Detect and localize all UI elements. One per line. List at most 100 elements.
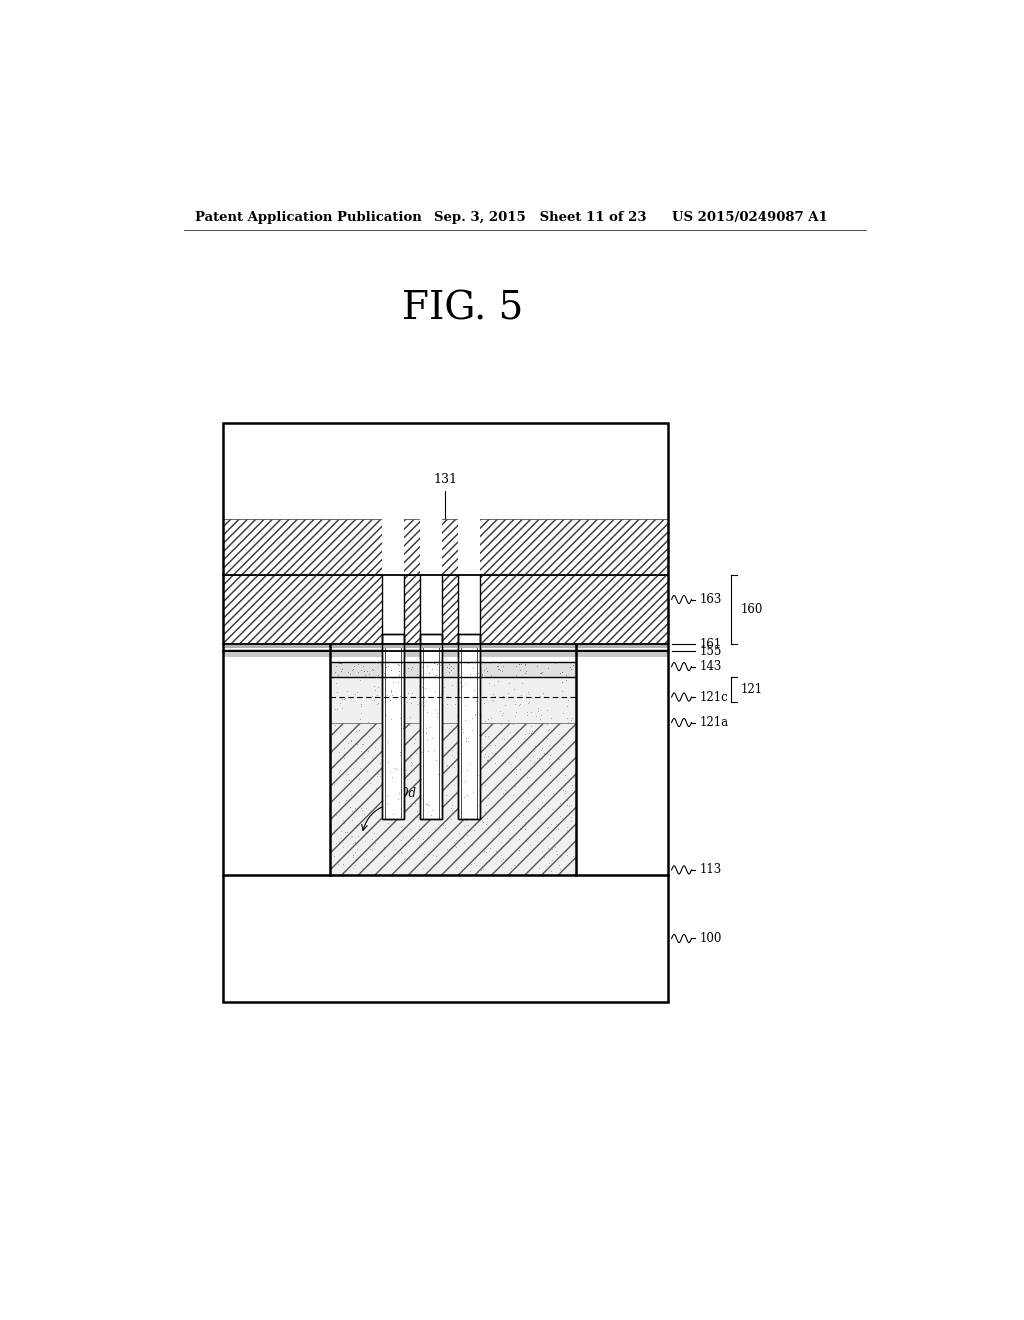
Point [477,744,494,766]
Point [392,685,409,706]
Point [558,664,574,685]
Point [364,828,380,849]
Point [353,797,370,818]
Point [495,705,511,726]
Point [343,730,359,751]
Point [565,655,582,676]
Point [330,664,346,685]
Point [562,656,579,677]
Point [495,783,511,804]
Point [507,706,523,727]
Point [414,677,430,698]
Point [445,775,462,796]
Bar [331,677,577,722]
Point [328,698,344,719]
Text: 131: 131 [433,473,458,486]
Point [346,767,362,788]
Bar [382,574,404,645]
Point [506,814,522,836]
Point [455,721,471,742]
Point [555,780,571,801]
Point [465,657,481,678]
Point [495,849,511,870]
Point [414,832,430,853]
Point [460,652,476,673]
Point [511,840,527,861]
Point [411,834,427,855]
Point [410,664,426,685]
Point [517,723,534,744]
Point [397,764,414,785]
Point [331,653,347,675]
Point [402,715,419,737]
Point [554,759,570,780]
Point [552,663,568,684]
Point [409,807,425,828]
Point [534,758,550,779]
Text: 121a: 121a [699,715,728,729]
Point [558,669,574,690]
Point [336,743,352,764]
Point [428,845,444,866]
Point [472,788,488,809]
Point [380,656,396,677]
Point [376,663,392,684]
Point [343,825,359,846]
Point [382,762,398,783]
Bar [458,574,480,645]
Point [511,694,527,715]
Point [373,655,389,676]
Point [555,704,571,725]
Point [443,660,460,681]
Point [558,845,574,866]
Point [451,822,467,843]
Point [424,800,440,821]
Point [359,741,376,762]
Point [434,657,451,678]
Point [367,676,383,697]
Point [557,807,573,828]
Point [495,702,511,723]
Point [537,795,553,816]
Point [541,853,557,874]
Point [450,705,466,726]
Point [511,653,527,675]
Point [477,775,494,796]
Point [366,689,382,710]
Point [420,663,436,684]
Point [440,653,457,675]
Point [452,808,468,829]
Point [403,747,420,768]
Point [388,758,404,779]
Point [364,751,380,772]
Point [366,822,382,843]
Point [398,850,415,871]
Point [475,660,492,681]
Text: Sep. 3, 2015   Sheet 11 of 23: Sep. 3, 2015 Sheet 11 of 23 [433,211,646,224]
Point [486,752,503,774]
Point [545,783,561,804]
Point [482,837,499,858]
Point [529,698,546,719]
Point [523,715,540,737]
Point [346,807,362,828]
Point [481,851,498,873]
Point [428,750,444,771]
Point [383,680,399,701]
Point [486,685,503,706]
Point [554,808,570,829]
Point [462,663,478,684]
Point [345,857,361,878]
Point [517,663,534,684]
Point [500,682,516,704]
Point [501,751,517,772]
Point [395,663,412,684]
Point [418,793,434,814]
Point [496,729,512,750]
Point [450,776,466,797]
Point [501,673,517,694]
Point [460,760,476,781]
Point [563,708,580,729]
Point [370,693,386,714]
Point [329,833,345,854]
